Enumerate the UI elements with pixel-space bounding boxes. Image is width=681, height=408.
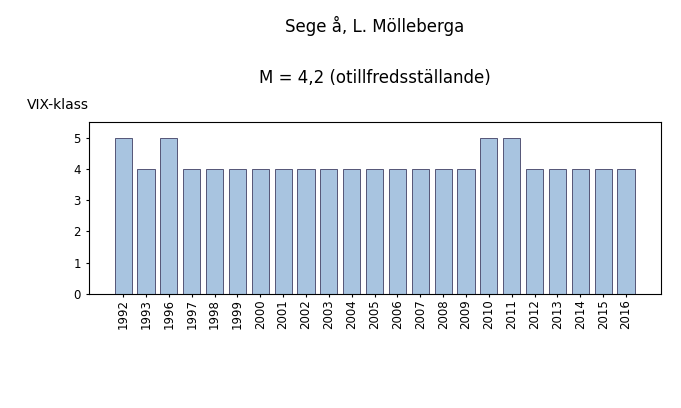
Bar: [572, 169, 589, 294]
Bar: [320, 169, 337, 294]
Bar: [618, 169, 635, 294]
Bar: [206, 169, 223, 294]
Bar: [114, 138, 131, 294]
Text: M = 4,2 (otillfredsställande): M = 4,2 (otillfredsställande): [259, 69, 490, 87]
Text: VIX-klass: VIX-klass: [27, 98, 89, 112]
Bar: [138, 169, 155, 294]
Bar: [343, 169, 360, 294]
Bar: [160, 138, 177, 294]
Bar: [389, 169, 406, 294]
Text: Sege å, L. Mölleberga: Sege å, L. Mölleberga: [285, 16, 464, 36]
Bar: [229, 169, 246, 294]
Bar: [526, 169, 543, 294]
Bar: [458, 169, 475, 294]
Bar: [480, 138, 497, 294]
Bar: [366, 169, 383, 294]
Bar: [298, 169, 315, 294]
Bar: [183, 169, 200, 294]
Bar: [595, 169, 612, 294]
Bar: [274, 169, 291, 294]
Bar: [252, 169, 269, 294]
Bar: [549, 169, 566, 294]
Bar: [412, 169, 429, 294]
Bar: [503, 138, 520, 294]
Bar: [434, 169, 452, 294]
